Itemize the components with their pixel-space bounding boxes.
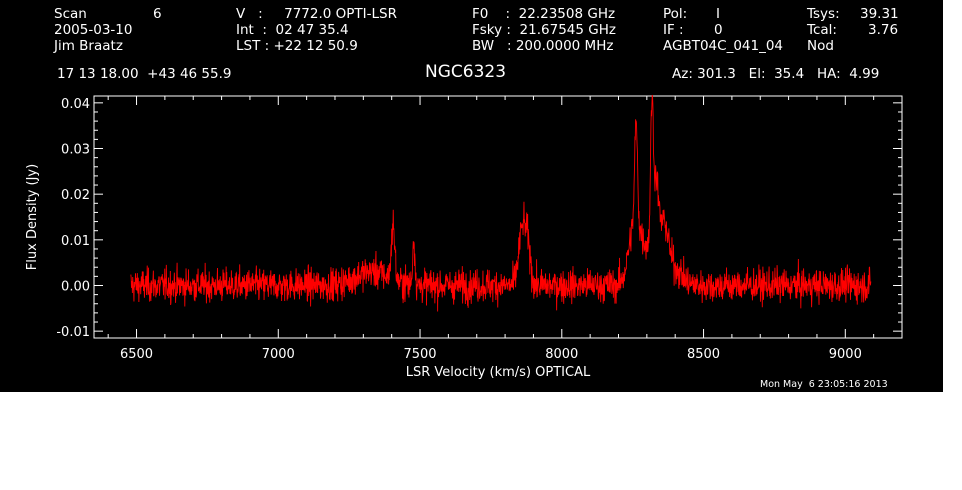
velocity-line: V : 7772.0 OPTI-LSR: [236, 6, 397, 22]
plot-frame: [93, 95, 903, 339]
y-tick-label: 0.03: [61, 143, 90, 158]
f0-line: F0 : 22.23508 GHz: [472, 6, 616, 22]
timestamp: Mon May 6 23:05:16 2013: [760, 379, 888, 390]
x-tick-label: 8000: [545, 347, 578, 362]
source-coords: 17 13 18.00 +43 46 55.9: [57, 66, 232, 82]
if-label: IF :: [663, 22, 684, 38]
obs-date: 2005-03-10: [54, 22, 133, 38]
project-id: AGBT04C_041_04: [663, 38, 784, 54]
x-tick-label: 7000: [262, 347, 295, 362]
obs-mode: Nod: [807, 38, 834, 54]
series-line-spectrum: [130, 94, 872, 312]
lst-line: LST : +22 12 50.9: [236, 38, 358, 54]
y-axis-label: Flux Density (Jy): [25, 164, 40, 270]
observer: Jim Braatz: [54, 38, 123, 54]
if-value: 0: [714, 22, 723, 38]
x-tick-label: 9000: [829, 347, 862, 362]
pol-value: I: [716, 6, 720, 22]
y-tick-label: -0.01: [56, 325, 90, 340]
tsys-label: Tsys:: [807, 6, 840, 22]
tsys-value: 39.31: [860, 6, 899, 22]
source-name: NGC6323: [425, 62, 507, 82]
scan-value: 6: [153, 6, 162, 22]
fsky-line: Fsky : 21.67545 GHz: [472, 22, 616, 38]
integration-line: Int : 02 47 35.4: [236, 22, 349, 38]
az-el-ha: Az: 301.3 El: 35.4 HA: 4.99: [672, 66, 880, 82]
scan-label: Scan: [54, 6, 87, 22]
y-tick-label: 0.02: [61, 188, 90, 203]
x-tick-label: 8500: [687, 347, 720, 362]
x-tick-label: 7500: [403, 347, 436, 362]
y-tick-label: 0.00: [61, 279, 90, 294]
tcal-value: 3.76: [868, 22, 899, 38]
spectrum-chart: 6500 7000 7500 8000 8500 9000 -0.01 0.00 0.01 0.0…: [25, 94, 903, 380]
plot-panel: [0, 0, 943, 392]
x-axis-label: LSR Velocity (km/s) OPTICAL: [406, 365, 591, 380]
x-tick-label: 6500: [120, 347, 153, 362]
tcal-label: Tcal:: [807, 22, 837, 38]
bandwidth-line: BW : 200.0000 MHz: [472, 38, 614, 54]
y-tick-label: 0.01: [61, 234, 90, 249]
y-tick-label: 0.04: [61, 97, 90, 112]
pol-label: Pol:: [663, 6, 688, 22]
